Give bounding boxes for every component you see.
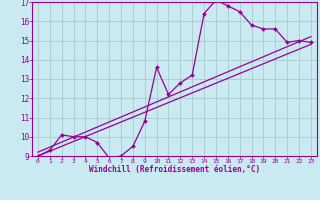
X-axis label: Windchill (Refroidissement éolien,°C): Windchill (Refroidissement éolien,°C): [89, 165, 260, 174]
